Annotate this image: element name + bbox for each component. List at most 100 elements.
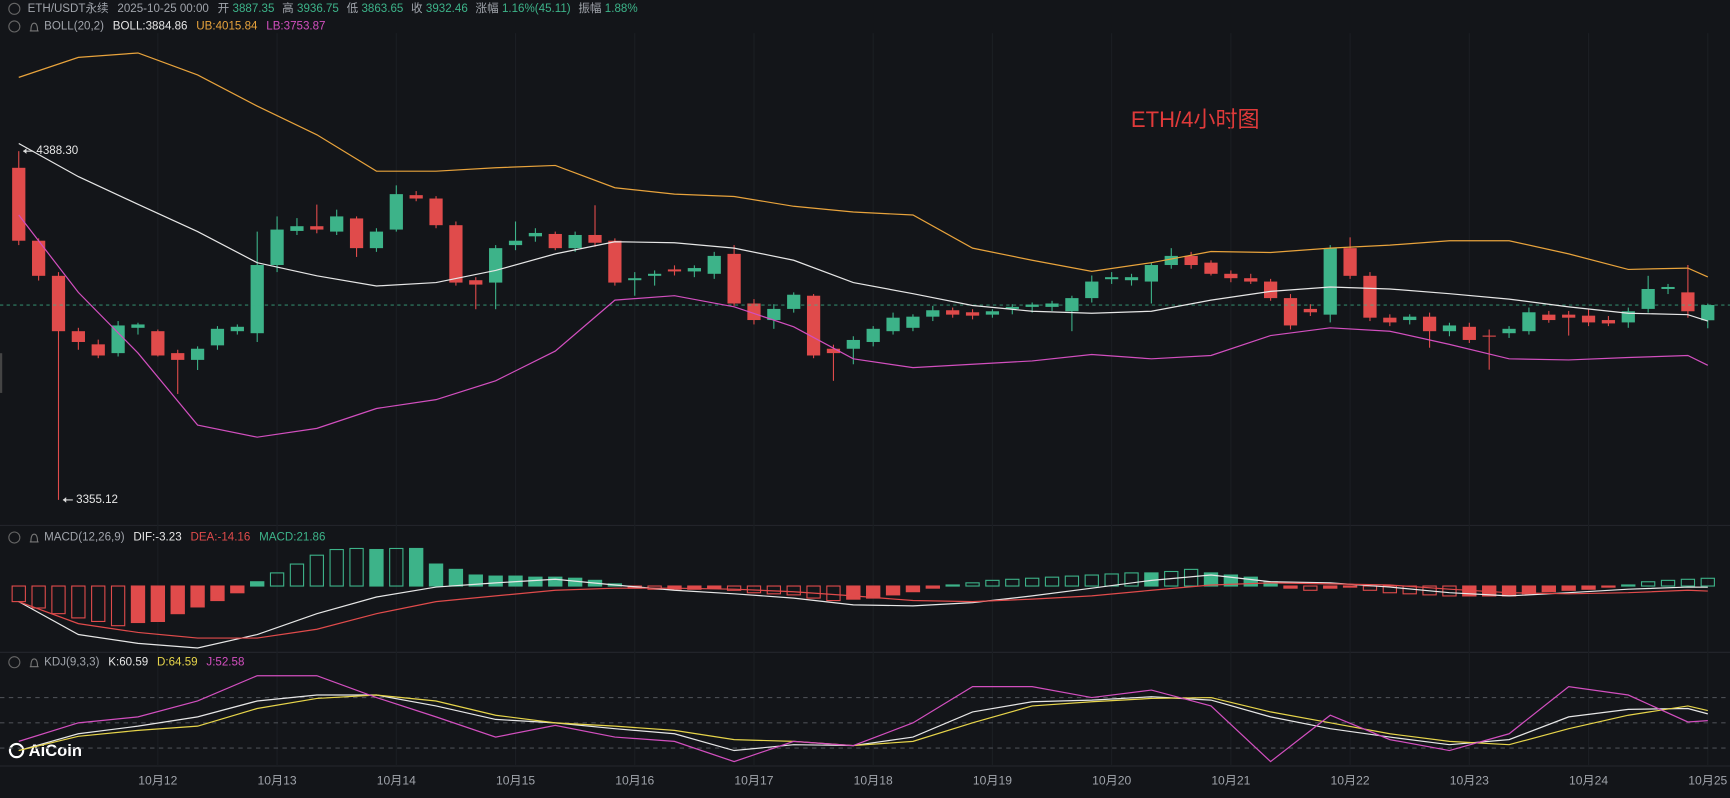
macd-bar [448,568,464,587]
macd-bar [210,585,225,602]
scroll-handle[interactable] [0,353,3,393]
candle-body [210,328,225,346]
candle-body [1343,248,1357,276]
ohlc-value: 3936.75 [297,3,339,15]
macd-bar [1243,576,1258,587]
chart-annotation: ETH/4小时图 [1131,107,1260,132]
macd-bar [1501,585,1517,597]
candle-body [965,312,980,316]
candle-body [389,194,403,230]
ohlc-label: 高 [282,1,294,15]
candle-body [1383,317,1397,323]
candle-body [349,218,364,249]
alert-icon[interactable] [29,658,39,668]
macd-bar [110,585,126,627]
candle-body [1601,320,1616,324]
candle-body [1085,281,1099,299]
macd-bar [1124,572,1139,587]
candle-body [369,231,384,249]
candle-body [1065,298,1079,312]
macd-bar [548,576,563,587]
candle-body [906,316,920,328]
macd-bar [190,585,205,608]
candle-body [1283,298,1298,326]
ohlc-label: 开 [218,3,230,15]
macd-bar [945,584,960,587]
macd-bar [1442,585,1457,597]
candle-body [1124,277,1139,281]
x-tick-label: 10月17 [734,774,773,788]
macd-bar [1640,581,1656,587]
indicator-name: BOLL(20,2) [44,21,104,33]
macd-bar [905,585,921,593]
macd-bar [289,563,305,587]
indicator-line [18,574,1708,649]
macd-bar [1044,576,1060,587]
macd-bar [965,582,980,587]
alert-icon[interactable] [29,22,39,32]
legend-entry: BOLL:3884.86 [113,21,188,33]
ohlc-value: 1.16%(45.11) [502,3,571,15]
macd-bar [349,547,364,587]
collapse-icon[interactable] [8,531,21,544]
candle-body [1204,262,1218,274]
candle-body [12,167,26,241]
legend-entry: DEA:-14.16 [190,532,250,544]
candle-body [528,232,543,237]
candle-body [846,339,860,349]
macd-bar [1680,578,1696,587]
collapse-icon[interactable] [8,20,21,33]
legend-entry: MACD:21.86 [259,532,325,544]
x-tick-label: 10月19 [973,774,1012,788]
macd-bar [766,585,782,595]
candle-body [409,195,423,199]
candle-body [71,331,85,342]
indicator-name: KDJ(9,3,3) [44,656,99,668]
candle-body [151,331,165,356]
x-tick-label: 10月14 [377,774,416,788]
candle-body [747,303,761,321]
legend-entry: K:60.59 [108,656,148,668]
candle-body [1224,273,1238,279]
macd-bar [687,585,702,590]
candle-body [628,278,642,281]
candle-body [1542,314,1556,321]
candle-body [32,240,46,276]
candle-body [1005,306,1019,309]
candle-body [111,325,125,354]
collapse-icon[interactable] [8,656,21,669]
candle-body [707,255,721,274]
collapse-icon[interactable] [8,2,21,15]
macd-bar [170,585,185,615]
x-tick-label: 10月21 [1211,774,1250,788]
indicator-line [18,142,1709,322]
x-tick-label: 10月18 [854,774,893,788]
bar-time: 2025-10-25 00:00 [117,3,208,15]
macd-bar [269,572,285,587]
alert-icon[interactable] [29,533,39,543]
candle-body [1422,316,1437,332]
candle-body [787,294,801,309]
macd-bar [428,563,444,587]
candle-body [290,226,304,231]
legend-entry: J:52.58 [206,656,244,668]
macd-bar [1342,585,1358,588]
candle-body [51,275,66,332]
macd-bar [1521,585,1537,595]
legend-entry: LB:3753.87 [266,21,325,33]
macd-bar [369,548,384,587]
ohlc-value: 3932.46 [426,3,468,15]
candle-body [1562,314,1576,318]
candle-body [1045,303,1059,307]
legend-entry: UB:4015.84 [196,21,258,33]
ohlc-label: 振幅 [578,1,602,15]
watermark: AiCoin [29,741,82,760]
macd-bar [130,585,146,624]
candle-body [131,324,145,328]
indicator-line [18,582,1708,639]
candle-body [647,273,662,276]
candle-body [1144,265,1159,282]
candle-body [727,253,741,304]
candle-body [1363,275,1377,318]
